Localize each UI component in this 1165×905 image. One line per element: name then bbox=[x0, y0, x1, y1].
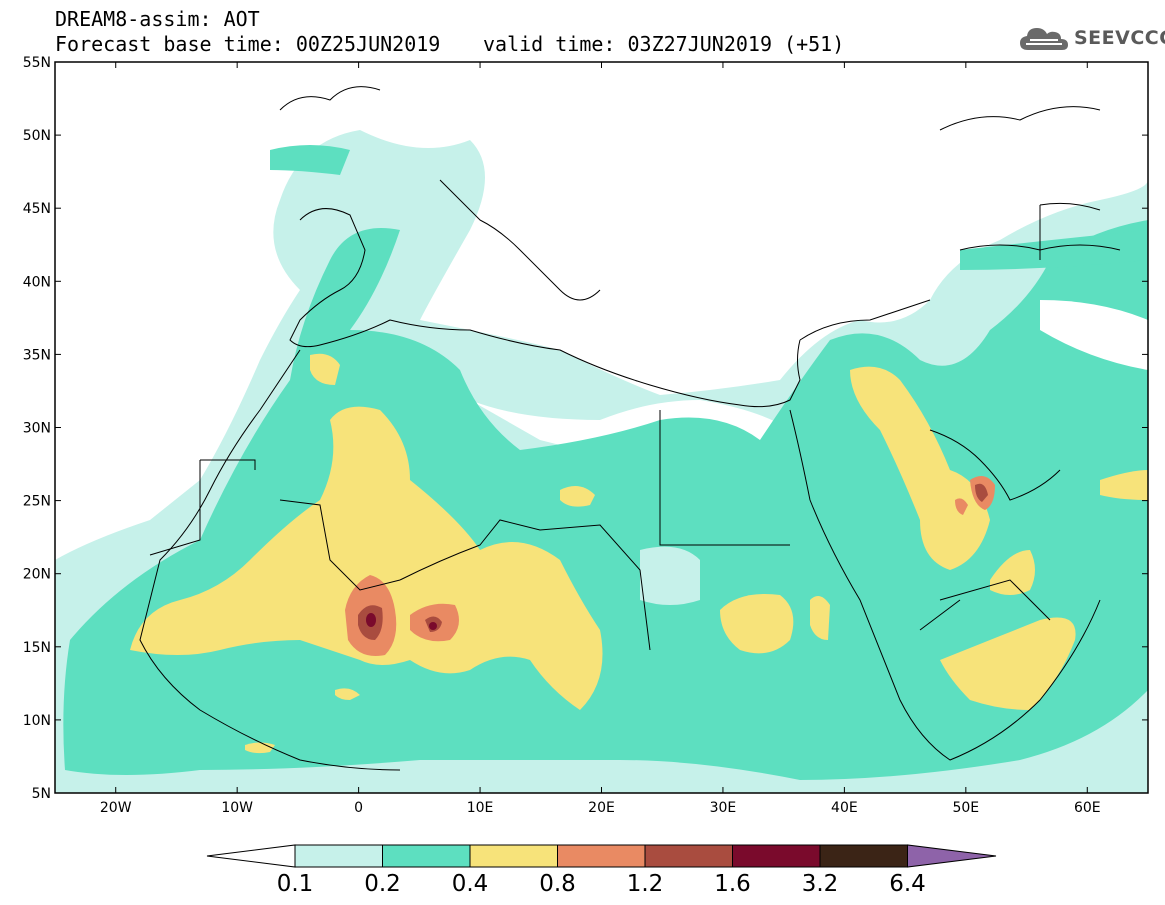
valid-time: valid time: 03Z27JUN2019 (+51) bbox=[483, 32, 845, 56]
colorbar-swatch bbox=[469, 844, 558, 868]
colorbar-level-label: 3.2 bbox=[802, 871, 839, 897]
lon-tick-label: 40E bbox=[831, 800, 858, 816]
colorbar-swatch bbox=[382, 844, 471, 868]
colorbar: 0.1 0.2 0.4 0.8 1.2 1.6 3.2 6.4 bbox=[206, 844, 997, 897]
colorbar-swatch bbox=[819, 844, 908, 868]
lat-tick-label: 10N bbox=[23, 713, 51, 729]
colorbar-level-label: 6.4 bbox=[889, 871, 926, 897]
colorbar-swatch bbox=[644, 844, 733, 868]
lat-tick-label: 40N bbox=[23, 274, 51, 290]
colorbar-swatch bbox=[732, 844, 821, 868]
lon-tick-label: 50E bbox=[952, 800, 979, 816]
colorbar-level-label: 0.2 bbox=[364, 871, 401, 897]
colorbar-level-label: 0.1 bbox=[277, 871, 314, 897]
lon-tick-label: 30E bbox=[710, 800, 737, 816]
longitude-axis: 20W 10W 0 10E 20E 30E 40E 50E 60E bbox=[100, 62, 1101, 816]
colorbar-level-label: 0.4 bbox=[452, 871, 489, 897]
colorbar-level-label: 1.2 bbox=[627, 871, 664, 897]
lon-tick-label: 60E bbox=[1074, 800, 1101, 816]
aot-level-0.4 bbox=[130, 353, 1148, 754]
aot-level-1.6 bbox=[366, 613, 437, 630]
forecast-base-time: Forecast base time: 00Z25JUN2019 bbox=[55, 32, 441, 56]
cloud-icon bbox=[1020, 28, 1068, 50]
product-title: DREAM8-assim: AOT bbox=[55, 7, 260, 31]
lon-tick-label: 20W bbox=[100, 800, 132, 816]
lat-tick-label: 35N bbox=[23, 347, 51, 363]
lon-tick-label: 0 bbox=[354, 800, 363, 816]
lat-tick-label: 5N bbox=[32, 786, 51, 802]
lon-tick-label: 10E bbox=[467, 800, 494, 816]
lat-tick-label: 45N bbox=[23, 201, 51, 217]
lat-tick-label: 50N bbox=[23, 128, 51, 144]
coastlines bbox=[139, 86, 1121, 771]
lat-tick-label: 25N bbox=[23, 494, 51, 510]
colorbar-below-arrow bbox=[206, 844, 296, 868]
lon-tick-label: 20E bbox=[588, 800, 615, 816]
lat-tick-label: 20N bbox=[23, 567, 51, 583]
colorbar-above-arrow bbox=[907, 844, 997, 868]
seevccc-logo: SEEVCCC bbox=[1018, 24, 1165, 52]
lat-tick-label: 55N bbox=[23, 55, 51, 71]
map-area bbox=[55, 62, 1148, 793]
latitude-axis: 5N 10N 15N 20N 25N 30N 35N 40N 45N 50N 55N bbox=[23, 55, 1148, 802]
colorbar-level-label: 0.8 bbox=[539, 871, 576, 897]
logo-text: SEEVCCC bbox=[1074, 27, 1165, 49]
colorbar-swatch bbox=[294, 844, 383, 868]
lat-tick-label: 15N bbox=[23, 640, 51, 656]
lat-tick-label: 30N bbox=[23, 421, 51, 437]
colorbar-swatch bbox=[557, 844, 646, 868]
colorbar-level-label: 1.6 bbox=[714, 871, 751, 897]
lon-tick-label: 10W bbox=[221, 800, 253, 816]
